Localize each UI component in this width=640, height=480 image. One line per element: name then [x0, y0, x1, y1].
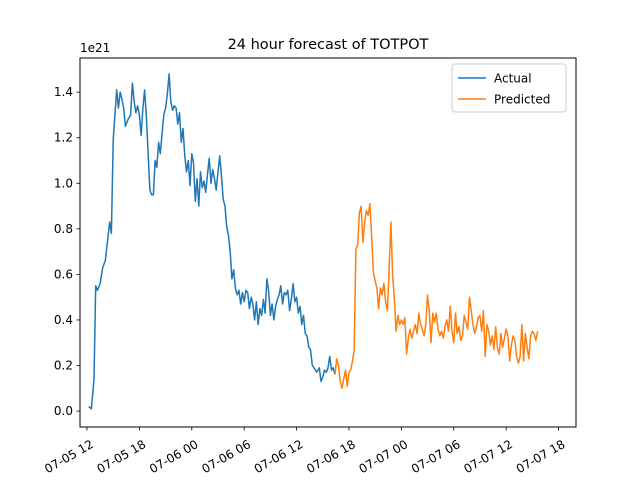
chart-title: 24 hour forecast of TOTPOT	[228, 37, 429, 53]
legend-box	[451, 63, 567, 113]
y-tick-label: 0.8	[54, 222, 73, 236]
y-scale-label: 1e21	[80, 41, 110, 55]
legend-label-predicted: Predicted	[494, 93, 550, 107]
y-tick-label: 1.4	[54, 85, 73, 99]
y-tick-label: 0.4	[54, 313, 73, 327]
legend: Actual Predicted	[451, 63, 567, 113]
series-line-predicted	[334, 203, 539, 390]
y-tick-label: 0.2	[54, 359, 73, 373]
y-tick-label: 1.2	[54, 131, 73, 145]
series-line-actual	[88, 73, 336, 410]
y-axis: 0.0 0.2 0.4 0.6 0.8 1.0 1.2 1.4	[54, 85, 80, 418]
series-layer	[88, 73, 539, 410]
y-tick-label: 0.0	[54, 404, 73, 418]
y-tick-label: 0.6	[54, 267, 73, 281]
legend-label-actual: Actual	[494, 72, 532, 86]
y-tick-label: 1.0	[54, 176, 73, 190]
plot-frame	[79, 57, 577, 428]
